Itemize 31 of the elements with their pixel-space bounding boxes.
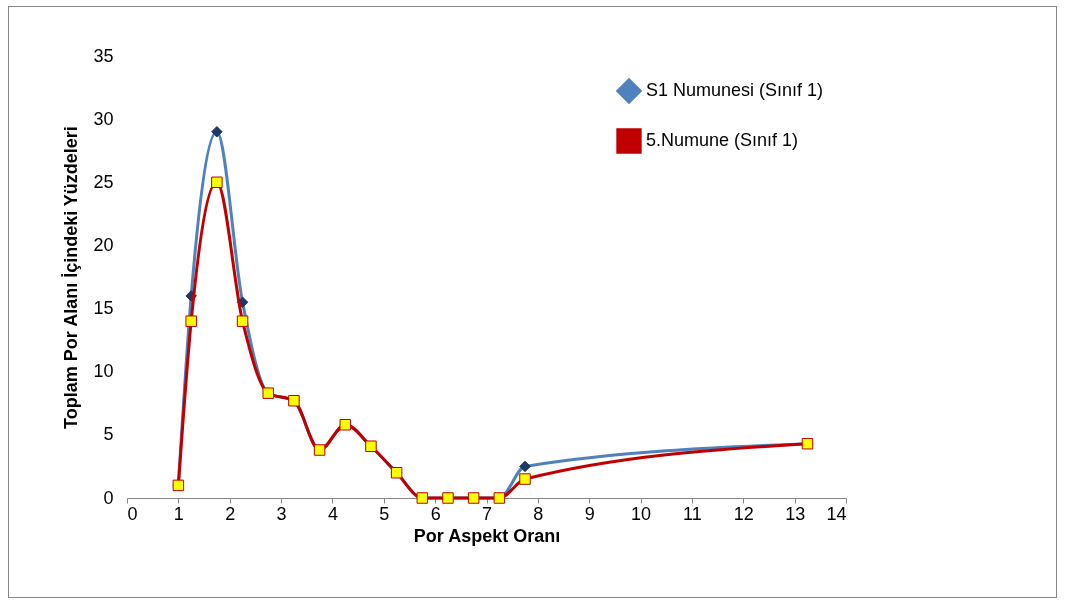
x-tick-label: 12 (733, 503, 754, 524)
x-tick-label: 3 (276, 503, 287, 524)
legend-label: S1 Numunesi (Sınıf 1) (646, 80, 824, 100)
x-tick-label: 1 (173, 503, 184, 524)
x-tick-label: 8 (533, 503, 544, 524)
x-tick-label: 9 (584, 503, 595, 524)
x-tick-label: 6 (430, 503, 441, 524)
point (185, 315, 197, 327)
y-tick-label: 20 (93, 234, 114, 255)
x-tick-label: 14 (826, 503, 847, 524)
y-tick-label: 25 (93, 171, 114, 192)
y-tick-label: 35 (93, 45, 114, 66)
x-tick-label: 5 (379, 503, 390, 524)
point (519, 473, 531, 485)
y-tick-label: 0 (103, 487, 114, 508)
y-tick-label: 30 (93, 108, 114, 129)
x-tick-label: 10 (631, 503, 652, 524)
x-tick-label: 11 (683, 503, 702, 524)
point (211, 176, 223, 189)
y-axis-title: Toplam Por Alanı İçindeki Yüzdeleri (61, 126, 82, 429)
x-tick-label: 7 (481, 503, 493, 524)
x-axis-title: Por Aspekt Oranı (413, 525, 561, 546)
y-tick-label: 10 (93, 361, 114, 382)
point (236, 315, 249, 327)
x-tick-label: 0 (127, 503, 138, 524)
y-tick-label: 5 (103, 424, 114, 445)
x-tick-label: 13 (785, 503, 806, 524)
x-tick-label: 4 (327, 503, 338, 524)
legend-label: 5.Numune (Sınıf 1) (646, 130, 799, 150)
y-tick-label: 15 (93, 298, 114, 319)
x-tick-label: 2 (225, 503, 236, 524)
